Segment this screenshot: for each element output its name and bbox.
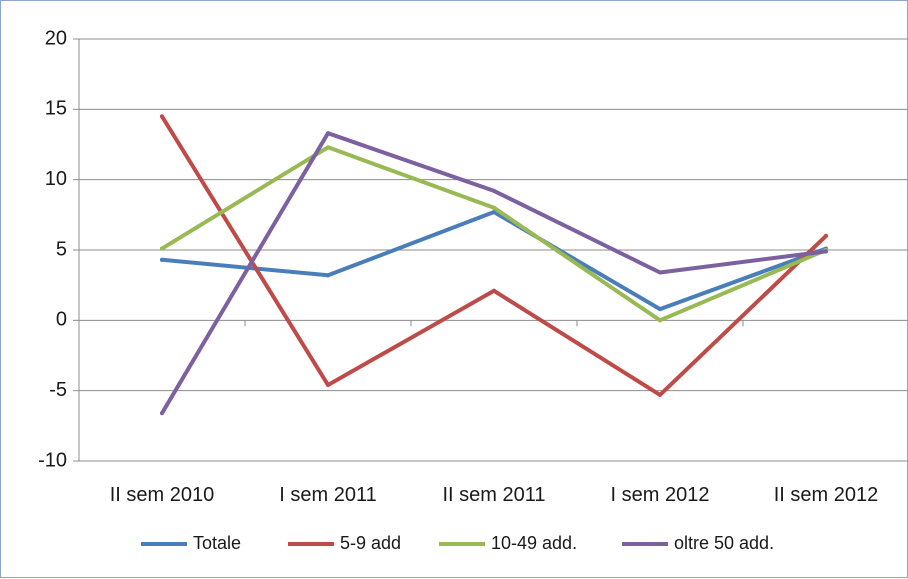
data-point: [492, 288, 496, 293]
data-point: [658, 392, 662, 397]
data-point: [326, 145, 330, 150]
y-tick-label: 20: [45, 27, 67, 49]
y-tick-label: -5: [49, 379, 67, 401]
y-tick-label: 5: [56, 238, 67, 260]
data-point: [160, 411, 164, 416]
data-point: [160, 246, 164, 251]
data-point: [492, 188, 496, 193]
series-lines: [160, 114, 828, 416]
data-point: [492, 210, 496, 215]
data-point: [326, 131, 330, 136]
x-tick-label: I sem 2011: [279, 484, 376, 506]
gridlines: [79, 38, 908, 462]
x-tick-label: II sem 2012: [774, 484, 879, 506]
data-point: [492, 205, 496, 210]
data-point: [824, 249, 828, 254]
legend: Totale 5-9 add 10-49 add. oltre 50 add.: [141, 533, 774, 553]
data-point: [160, 257, 164, 262]
data-point: [824, 233, 828, 238]
data-point: [658, 318, 662, 323]
x-tick-label: II sem 2010: [110, 484, 215, 506]
data-point: [658, 307, 662, 312]
series-line-0: [160, 210, 828, 312]
legend-label: 10-49 add.: [491, 533, 577, 553]
axes: [73, 38, 744, 462]
series-line-2: [160, 145, 828, 323]
data-point: [160, 114, 164, 119]
x-tick-labels: II sem 2010 I sem 2011 II sem 2011 I sem 20…: [110, 484, 879, 506]
series-line-3: [160, 131, 828, 416]
x-tick-label: II sem 2011: [442, 484, 545, 506]
data-point: [326, 273, 330, 278]
y-tick-label: 0: [56, 309, 67, 331]
y-tick-labels: 20 15 10 5 0 -5 -10: [38, 27, 67, 471]
y-tick-label: 10: [45, 168, 67, 190]
data-point: [658, 270, 662, 275]
data-point: [326, 383, 330, 388]
series-line-1: [160, 114, 828, 397]
legend-label: oltre 50 add.: [674, 533, 774, 553]
y-tick-label: -10: [38, 449, 67, 471]
y-tick-label: 15: [45, 98, 67, 120]
x-tick-label: I sem 2012: [611, 484, 710, 506]
legend-label: 5-9 add: [340, 533, 401, 553]
legend-label: Totale: [193, 533, 241, 553]
